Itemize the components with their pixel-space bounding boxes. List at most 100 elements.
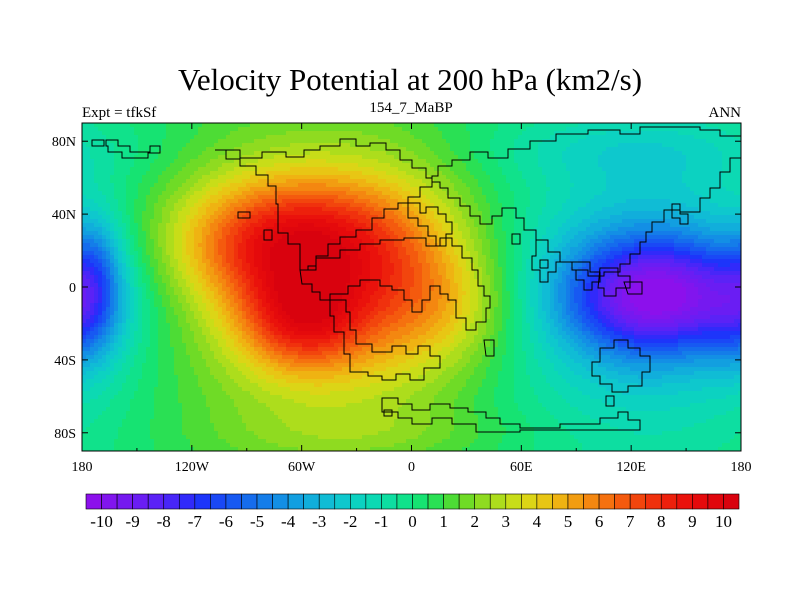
contour-cell bbox=[450, 155, 455, 160]
contour-cell bbox=[554, 183, 559, 188]
contour-cell bbox=[286, 199, 291, 204]
contour-cell bbox=[158, 211, 163, 216]
contour-cell bbox=[514, 143, 519, 148]
contour-cell bbox=[722, 179, 727, 184]
contour-cell bbox=[318, 123, 323, 128]
contour-cell bbox=[418, 171, 423, 176]
contour-cell bbox=[414, 123, 419, 128]
contour-cell bbox=[398, 231, 403, 236]
contour-cell bbox=[178, 239, 183, 244]
contour-cell bbox=[558, 147, 563, 152]
contour-cell bbox=[470, 199, 475, 204]
contour-cell bbox=[178, 227, 183, 232]
contour-cell bbox=[334, 179, 339, 184]
contour-cell bbox=[490, 195, 495, 200]
contour-cell bbox=[118, 215, 123, 220]
contour-cell bbox=[410, 191, 415, 196]
contour-cell bbox=[330, 215, 335, 220]
contour-cell bbox=[118, 131, 123, 136]
contour-cell bbox=[130, 207, 135, 212]
contour-cell bbox=[442, 139, 447, 144]
contour-cell bbox=[362, 203, 367, 208]
contour-cell bbox=[390, 223, 395, 228]
contour-cell bbox=[314, 183, 319, 188]
contour-cell bbox=[382, 187, 387, 192]
contour-cell bbox=[142, 123, 147, 128]
contour-cell bbox=[266, 203, 271, 208]
contour-cell bbox=[610, 155, 615, 160]
contour-cell bbox=[378, 127, 383, 132]
contour-cell bbox=[158, 135, 163, 140]
contour-cell bbox=[282, 159, 287, 164]
contour-cell bbox=[622, 123, 627, 128]
contour-cell bbox=[298, 159, 303, 164]
contour-cell bbox=[210, 139, 215, 144]
contour-cell bbox=[242, 155, 247, 160]
contour-cell bbox=[534, 211, 539, 216]
contour-cell bbox=[122, 179, 127, 184]
contour-cell bbox=[398, 179, 403, 184]
contour-cell bbox=[238, 207, 243, 212]
contour-cell bbox=[534, 203, 539, 208]
contour-cell bbox=[194, 187, 199, 192]
contour-cell bbox=[590, 131, 595, 136]
contour-cell bbox=[562, 239, 567, 244]
contour-cell bbox=[110, 147, 115, 152]
contour-cell bbox=[518, 171, 523, 176]
contour-cell bbox=[254, 207, 259, 212]
contour-cell bbox=[90, 155, 95, 160]
contour-cell bbox=[226, 187, 231, 192]
contour-cell bbox=[618, 155, 623, 160]
contour-cell bbox=[614, 171, 619, 176]
contour-cell bbox=[302, 179, 307, 184]
contour-cell bbox=[318, 155, 323, 160]
contour-cell bbox=[222, 195, 227, 200]
contour-cell bbox=[194, 231, 199, 236]
contour-cell bbox=[162, 191, 167, 196]
contour-cell bbox=[350, 231, 355, 236]
contour-cell bbox=[142, 243, 147, 248]
contour-cell bbox=[522, 123, 527, 128]
contour-cell bbox=[274, 123, 279, 128]
contour-cell bbox=[302, 239, 307, 244]
contour-cell bbox=[138, 239, 143, 244]
contour-cell bbox=[622, 131, 627, 136]
contour-cell bbox=[622, 155, 627, 160]
contour-cell bbox=[722, 167, 727, 172]
contour-cell bbox=[450, 147, 455, 152]
contour-cell bbox=[286, 187, 291, 192]
contour-cell bbox=[730, 203, 735, 208]
contour-cell bbox=[86, 143, 91, 148]
contour-cell bbox=[706, 179, 711, 184]
contour-cell bbox=[306, 199, 311, 204]
contour-cell bbox=[322, 163, 327, 168]
contour-cell bbox=[474, 147, 479, 152]
contour-cell bbox=[202, 159, 207, 164]
contour-cell bbox=[266, 139, 271, 144]
contour-cell bbox=[498, 231, 503, 236]
contour-cell bbox=[330, 147, 335, 152]
contour-cell bbox=[226, 195, 231, 200]
contour-cell bbox=[274, 163, 279, 168]
contour-cell bbox=[482, 195, 487, 200]
contour-cell bbox=[178, 127, 183, 132]
contour-cell bbox=[114, 227, 119, 232]
contour-cell bbox=[722, 223, 727, 228]
contour-cell bbox=[634, 163, 639, 168]
contour-cell bbox=[86, 151, 91, 156]
contour-cell bbox=[706, 147, 711, 152]
contour-cell bbox=[190, 175, 195, 180]
contour-cell bbox=[550, 227, 555, 232]
contour-cell bbox=[406, 143, 411, 148]
contour-cell bbox=[710, 123, 715, 128]
contour-cell bbox=[266, 195, 271, 200]
contour-cell bbox=[686, 203, 691, 208]
contour-cell bbox=[94, 239, 99, 244]
contour-cell bbox=[694, 231, 699, 236]
contour-cell bbox=[546, 151, 551, 156]
contour-cell bbox=[266, 187, 271, 192]
contour-cell bbox=[306, 179, 311, 184]
contour-cell bbox=[238, 199, 243, 204]
contour-cell bbox=[98, 215, 103, 220]
contour-cell bbox=[462, 219, 467, 224]
